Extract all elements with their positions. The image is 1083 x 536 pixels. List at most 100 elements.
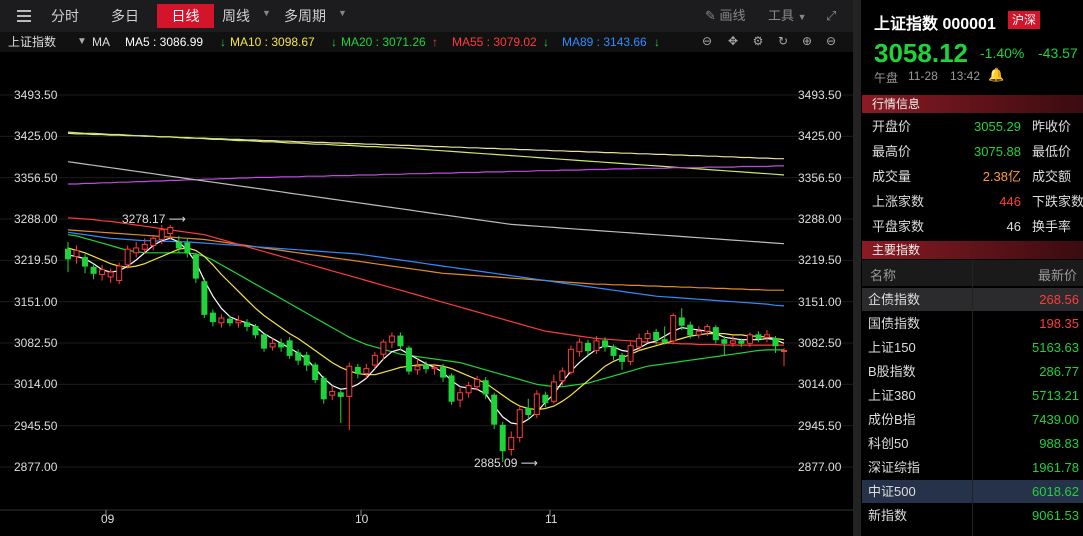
candle-body [380, 341, 387, 355]
tab-multi-day[interactable]: 多日 [111, 8, 139, 24]
candle [235, 315, 242, 328]
candle [82, 253, 89, 274]
settings-gear-icon[interactable]: ⚙ [752, 34, 764, 48]
index-name-label: 上证指数 [8, 35, 57, 49]
info-label: 上涨家数 [872, 194, 925, 209]
candle-body [448, 375, 455, 402]
ma20-arrow-icon: ↑ [432, 35, 438, 49]
index-name: 中证500 [868, 484, 916, 499]
index-row[interactable]: 深证综指 1961.78 [862, 456, 1083, 479]
column-price: 最新价 [1037, 268, 1077, 283]
candle [167, 225, 174, 240]
high-annotation-value: 3278.17 [122, 212, 166, 226]
info-value: 3055.29 [974, 119, 1021, 134]
tab-multi-period[interactable]: 多周期 [284, 8, 326, 24]
y-tick-label-left: 3219.50 [14, 253, 58, 268]
candle-body [261, 334, 268, 349]
candle-body [576, 341, 583, 353]
multi-period-dropdown-icon[interactable]: ▼ [338, 8, 347, 18]
y-tick-label-left: 3425.00 [14, 129, 58, 144]
panel-divider[interactable] [853, 0, 861, 536]
index-price: 9061.53 [1032, 508, 1079, 523]
index-name: B股指数 [868, 364, 916, 379]
x-label-oct: 10 [355, 512, 369, 526]
index-price: 5713.21 [1032, 388, 1079, 403]
y-tick-label-left: 3151.00 [14, 294, 58, 309]
ma-dropdown-icon[interactable]: ▼ [77, 36, 87, 47]
weekly-dropdown-icon[interactable]: ▼ [262, 8, 271, 18]
index-name: 新指数 [868, 508, 908, 523]
candle [499, 421, 506, 463]
candle [303, 351, 310, 372]
candle [337, 390, 344, 423]
candle-body [721, 339, 728, 344]
info-row: 平盘家数 46 换手率 [862, 215, 1083, 239]
candle [482, 377, 489, 399]
info-label: 开盘价 [872, 119, 912, 134]
index-row[interactable]: 科创50 988.83 [862, 432, 1083, 455]
y-tick-label-right: 3219.50 [798, 253, 842, 268]
candle-body [405, 347, 412, 372]
change-percent: -1.40% [980, 45, 1025, 61]
candle [244, 319, 250, 332]
market-info-header: 行情信息 [862, 95, 1083, 113]
candle-body [491, 394, 498, 425]
tab-daily[interactable]: 日线 [157, 4, 214, 28]
index-price: 268.56 [1039, 292, 1079, 307]
candle-body [712, 327, 719, 341]
candle-body [772, 337, 779, 347]
ma55-arrow-icon: ↓ [543, 35, 549, 49]
candle [414, 358, 421, 375]
fullscreen-icon[interactable]: ⤢ [826, 8, 837, 23]
candle [729, 334, 736, 347]
index-price: 1961.78 [1032, 460, 1079, 475]
candle-body [670, 315, 677, 342]
index-row[interactable]: 新指数 9061.53 [862, 504, 1083, 527]
index-column-divider [972, 260, 973, 536]
refresh-icon[interactable]: ↻ [777, 34, 789, 48]
info-label: 平盘家数 [872, 219, 925, 234]
info-label-secondary: 昨收价 [1032, 119, 1072, 134]
candle [567, 345, 574, 375]
draw-line-label: 画线 [719, 8, 746, 23]
ma-purple-line [68, 165, 784, 185]
candle-body [124, 248, 131, 266]
candle-body [107, 271, 114, 278]
index-row[interactable]: 成份B指 7439.00 [862, 408, 1083, 431]
info-value: 3075.88 [974, 144, 1021, 159]
candle-body [695, 330, 702, 336]
change-amount: -43.57 [1038, 45, 1078, 61]
candle-body [73, 249, 80, 257]
candle-body [567, 348, 574, 373]
candle-body [499, 424, 506, 452]
info-row: 成交量 2.38亿 成交额 [862, 165, 1083, 189]
candle [124, 245, 131, 269]
column-name: 名称 [870, 268, 897, 283]
index-row[interactable]: B股指数 286.77 [862, 360, 1083, 383]
candle [619, 352, 626, 370]
candle [746, 332, 753, 347]
kline-chart[interactable] [0, 52, 853, 534]
index-name: 科创50 [868, 436, 909, 451]
candle [312, 362, 319, 384]
tools-button[interactable]: 工具 ▼ [768, 6, 807, 27]
info-label-secondary: 换手率 [1032, 219, 1072, 234]
candle-body [465, 385, 472, 394]
alert-bell-icon[interactable]: 🔔 [988, 67, 1005, 82]
index-row[interactable]: 上证380 5713.21 [862, 384, 1083, 407]
candle [602, 337, 608, 352]
index-row[interactable]: 国债指数 198.35 [862, 312, 1083, 335]
menu-icon[interactable] [8, 4, 40, 28]
candle [550, 374, 557, 404]
info-row: 开盘价 3055.29 昨收价 [862, 115, 1083, 139]
tab-weekly[interactable]: 周线 [222, 8, 250, 24]
candle [192, 252, 199, 283]
collapse-icon[interactable]: ⊖ [701, 34, 713, 48]
tab-intraday[interactable]: 分时 [51, 8, 79, 24]
move-icon[interactable]: ✥ [727, 34, 739, 48]
y-tick-label-right: 3288.00 [798, 212, 842, 226]
zoom-in-icon[interactable]: ⊕ [801, 34, 813, 48]
zoom-out-icon[interactable]: ⊖ [825, 34, 837, 48]
draw-line-button[interactable]: ✎ 画线 [705, 6, 746, 26]
index-row[interactable]: 上证150 5163.63 [862, 336, 1083, 359]
